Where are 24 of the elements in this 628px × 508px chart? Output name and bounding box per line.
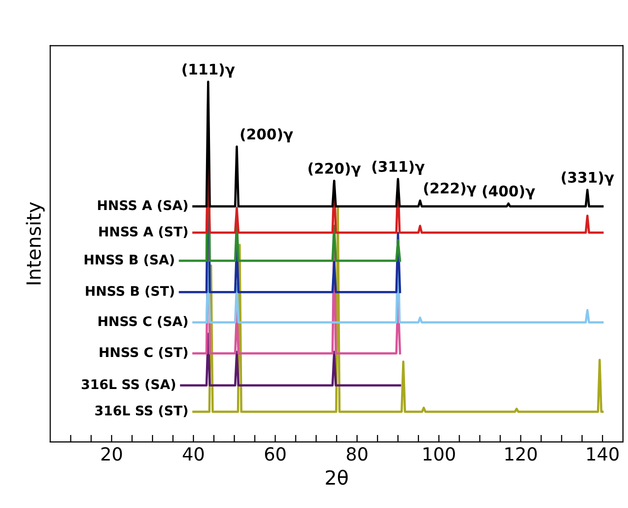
x-axis-title: 2θ <box>326 470 348 485</box>
series-label: HNSS A (SA) <box>98 200 188 212</box>
x-tick-label: 40 <box>182 447 204 461</box>
series-label: HNSS A (ST) <box>99 226 188 238</box>
annotation: (111)γ <box>182 63 235 78</box>
series-label: HNSS B (ST) <box>86 286 174 298</box>
series-label: HNSS C (SA) <box>98 316 188 328</box>
x-tick-label: 120 <box>505 447 537 461</box>
y-axis-title: Intensity <box>26 202 45 284</box>
x-tick-label: 80 <box>346 447 368 461</box>
series-label: 316L SS (SA) <box>82 379 176 391</box>
x-tick-label: 140 <box>587 447 619 461</box>
annotation: (331)γ <box>562 172 614 186</box>
annotation: (400)γ <box>482 185 536 200</box>
series-label: HNSS C (ST) <box>100 346 188 359</box>
x-tick-label: 60 <box>265 447 286 461</box>
series-label: 316L SS (ST) <box>95 405 188 418</box>
annotation: (200)γ <box>240 128 294 142</box>
x-tick-label: 100 <box>424 447 455 461</box>
x-tick-label: 20 <box>101 447 122 461</box>
annotation: (222)γ <box>424 182 476 196</box>
series-label: HNSS B (SA) <box>84 254 174 266</box>
annotation: (220)γ <box>308 162 361 177</box>
annotation: (311)γ <box>372 160 425 175</box>
